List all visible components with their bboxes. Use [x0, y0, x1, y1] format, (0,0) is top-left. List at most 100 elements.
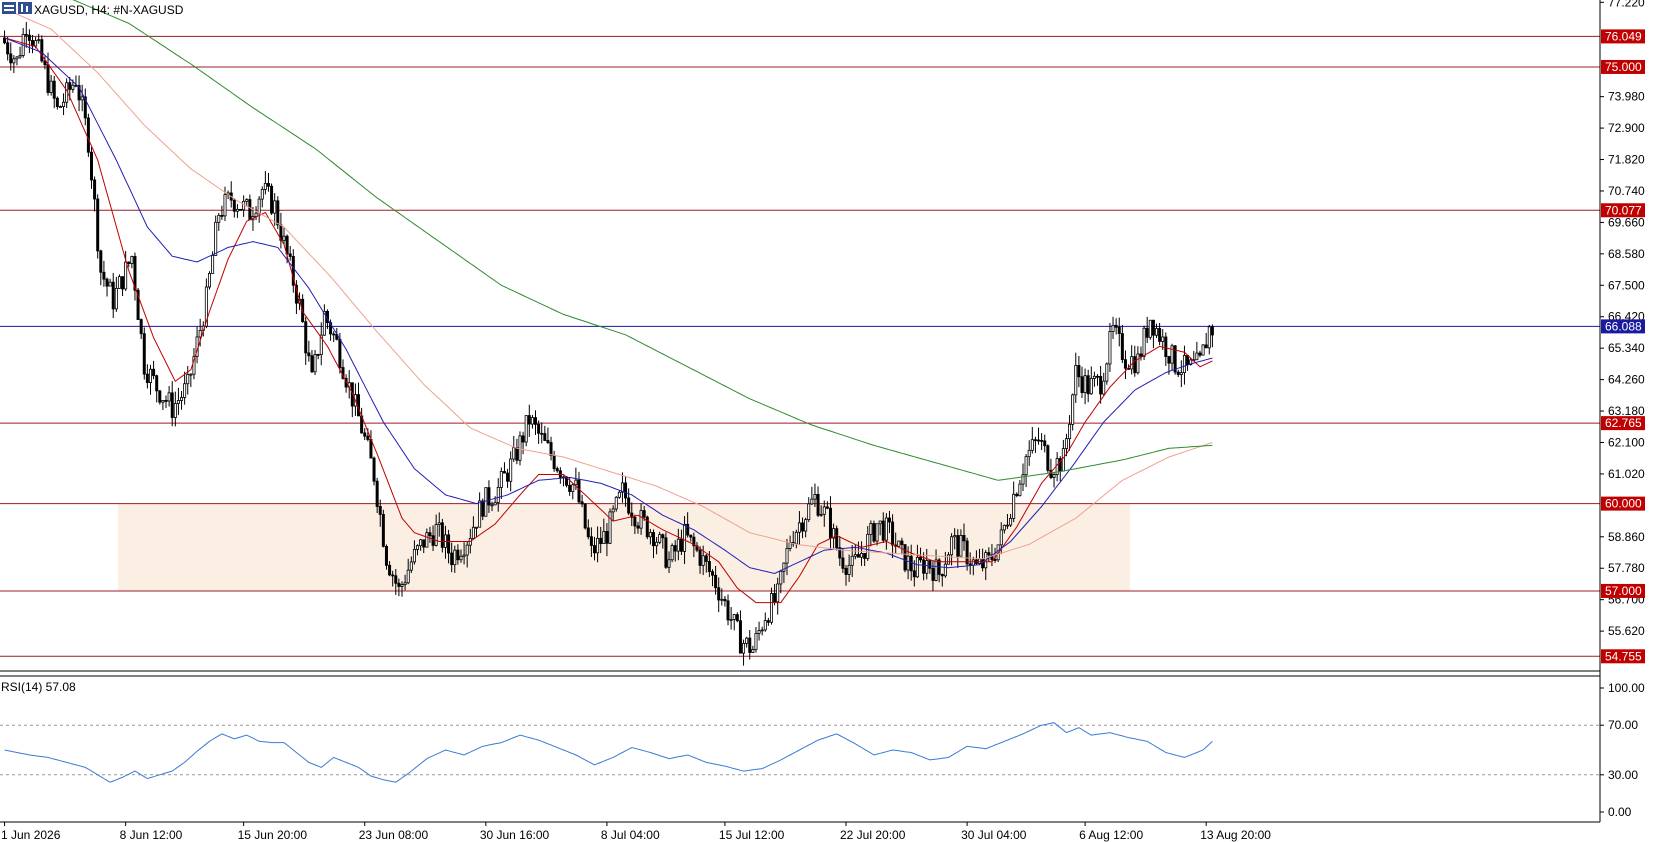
candle-body: [602, 531, 606, 544]
candle-body: [133, 256, 137, 291]
candle-body: [207, 272, 211, 288]
candle-body: [1061, 448, 1065, 472]
candle-body: [391, 574, 395, 577]
price-tick-label: 71.820: [1608, 153, 1645, 167]
candle-body: [43, 60, 47, 66]
price-tick-label: 70.740: [1608, 184, 1645, 198]
candle-body: [1046, 445, 1050, 471]
consolidation-zone: [117, 503, 1131, 591]
candle-body: [1068, 423, 1072, 440]
candle-body: [1040, 440, 1044, 442]
candle-body: [875, 523, 879, 542]
candle-body: [555, 468, 559, 472]
candle-body: [878, 520, 882, 525]
candle-body: [419, 539, 423, 547]
moving-averages: [4, 0, 1213, 604]
chart-bars-icon[interactable]: [2, 2, 32, 14]
candle-body: [114, 287, 118, 310]
candle-body: [860, 553, 864, 558]
candle-body: [1139, 353, 1143, 357]
candle-body: [1024, 456, 1028, 476]
candle-body: [453, 549, 457, 566]
candle-body: [372, 457, 376, 482]
candle-body: [922, 559, 926, 574]
candle-body: [940, 573, 944, 577]
candle-body: [117, 276, 121, 289]
time-axis: 1 Jun 2026 8 Jun 12:00 15 Jun 20:00 23 Jun …: [1, 822, 1271, 842]
candle-body: [919, 556, 923, 561]
candle-body: [316, 354, 320, 356]
candle-body: [99, 250, 103, 273]
candle-body: [593, 545, 597, 554]
candle-body: [506, 472, 510, 482]
candle-body: [475, 526, 479, 529]
price-tick-label: 58.860: [1608, 530, 1645, 544]
candle-body: [835, 528, 839, 549]
candle-body: [394, 575, 398, 584]
candle-body: [1080, 376, 1084, 393]
candle-body: [735, 614, 739, 622]
candle-body: [589, 536, 593, 546]
candle-body: [161, 400, 165, 403]
level-label-box: [1601, 496, 1645, 511]
candle-body: [661, 534, 665, 539]
candle-body: [1099, 376, 1103, 395]
candle-body: [478, 500, 482, 528]
candle-body: [9, 53, 13, 64]
candle-body: [1189, 359, 1193, 365]
candle-body: [950, 536, 954, 556]
price-tick-label: 68.580: [1608, 247, 1645, 261]
candle-body: [900, 540, 904, 545]
candle-body: [49, 80, 53, 93]
candle-body: [1071, 394, 1075, 425]
candle-body: [534, 417, 538, 425]
candle-body: [266, 183, 270, 187]
candle-body: [673, 545, 677, 552]
candle-body: [332, 333, 336, 336]
candle-body: [158, 390, 162, 403]
candle-body: [96, 198, 100, 252]
candle-body: [943, 563, 947, 577]
candle-body: [220, 215, 224, 217]
candle-body: [263, 183, 267, 190]
candle-body: [1096, 375, 1100, 378]
candle-body: [804, 519, 808, 532]
candle-body: [121, 276, 125, 290]
candle-body: [89, 151, 93, 181]
candle-body: [24, 33, 28, 36]
candle-body: [366, 435, 370, 440]
candle-body: [729, 618, 733, 621]
candle-body: [12, 58, 16, 64]
candle-body: [388, 564, 392, 576]
candle-body: [1092, 375, 1096, 379]
candle-body: [15, 56, 19, 60]
candle-body: [887, 517, 891, 523]
candle-body: [471, 526, 475, 539]
candle-body: [707, 561, 711, 573]
candle-body: [1201, 344, 1205, 356]
candle-body: [462, 554, 466, 557]
candle-body: [319, 334, 323, 355]
candle-body: [80, 96, 84, 101]
candle-body: [648, 532, 652, 538]
candle-body: [397, 582, 401, 587]
candle-body: [946, 554, 950, 565]
price-axis: 77.220 73.980 72.900 71.820 70.740 69.660 68.5…: [0, 0, 1645, 823]
candle-body: [1086, 375, 1090, 395]
candle-body: [484, 487, 488, 517]
candle-body: [925, 560, 929, 574]
candle-body: [543, 433, 547, 441]
candle-body: [853, 554, 857, 557]
candle-body: [304, 321, 308, 354]
candle-body: [204, 286, 208, 327]
candle-body: [683, 523, 687, 552]
candle-body: [276, 200, 280, 226]
candle-body: [1021, 474, 1025, 485]
candle-body: [459, 555, 463, 561]
candle-body: [1161, 336, 1165, 342]
candle-body: [71, 84, 75, 90]
candle-body: [248, 199, 252, 221]
candle-body: [611, 508, 615, 513]
candle-body: [369, 439, 373, 459]
